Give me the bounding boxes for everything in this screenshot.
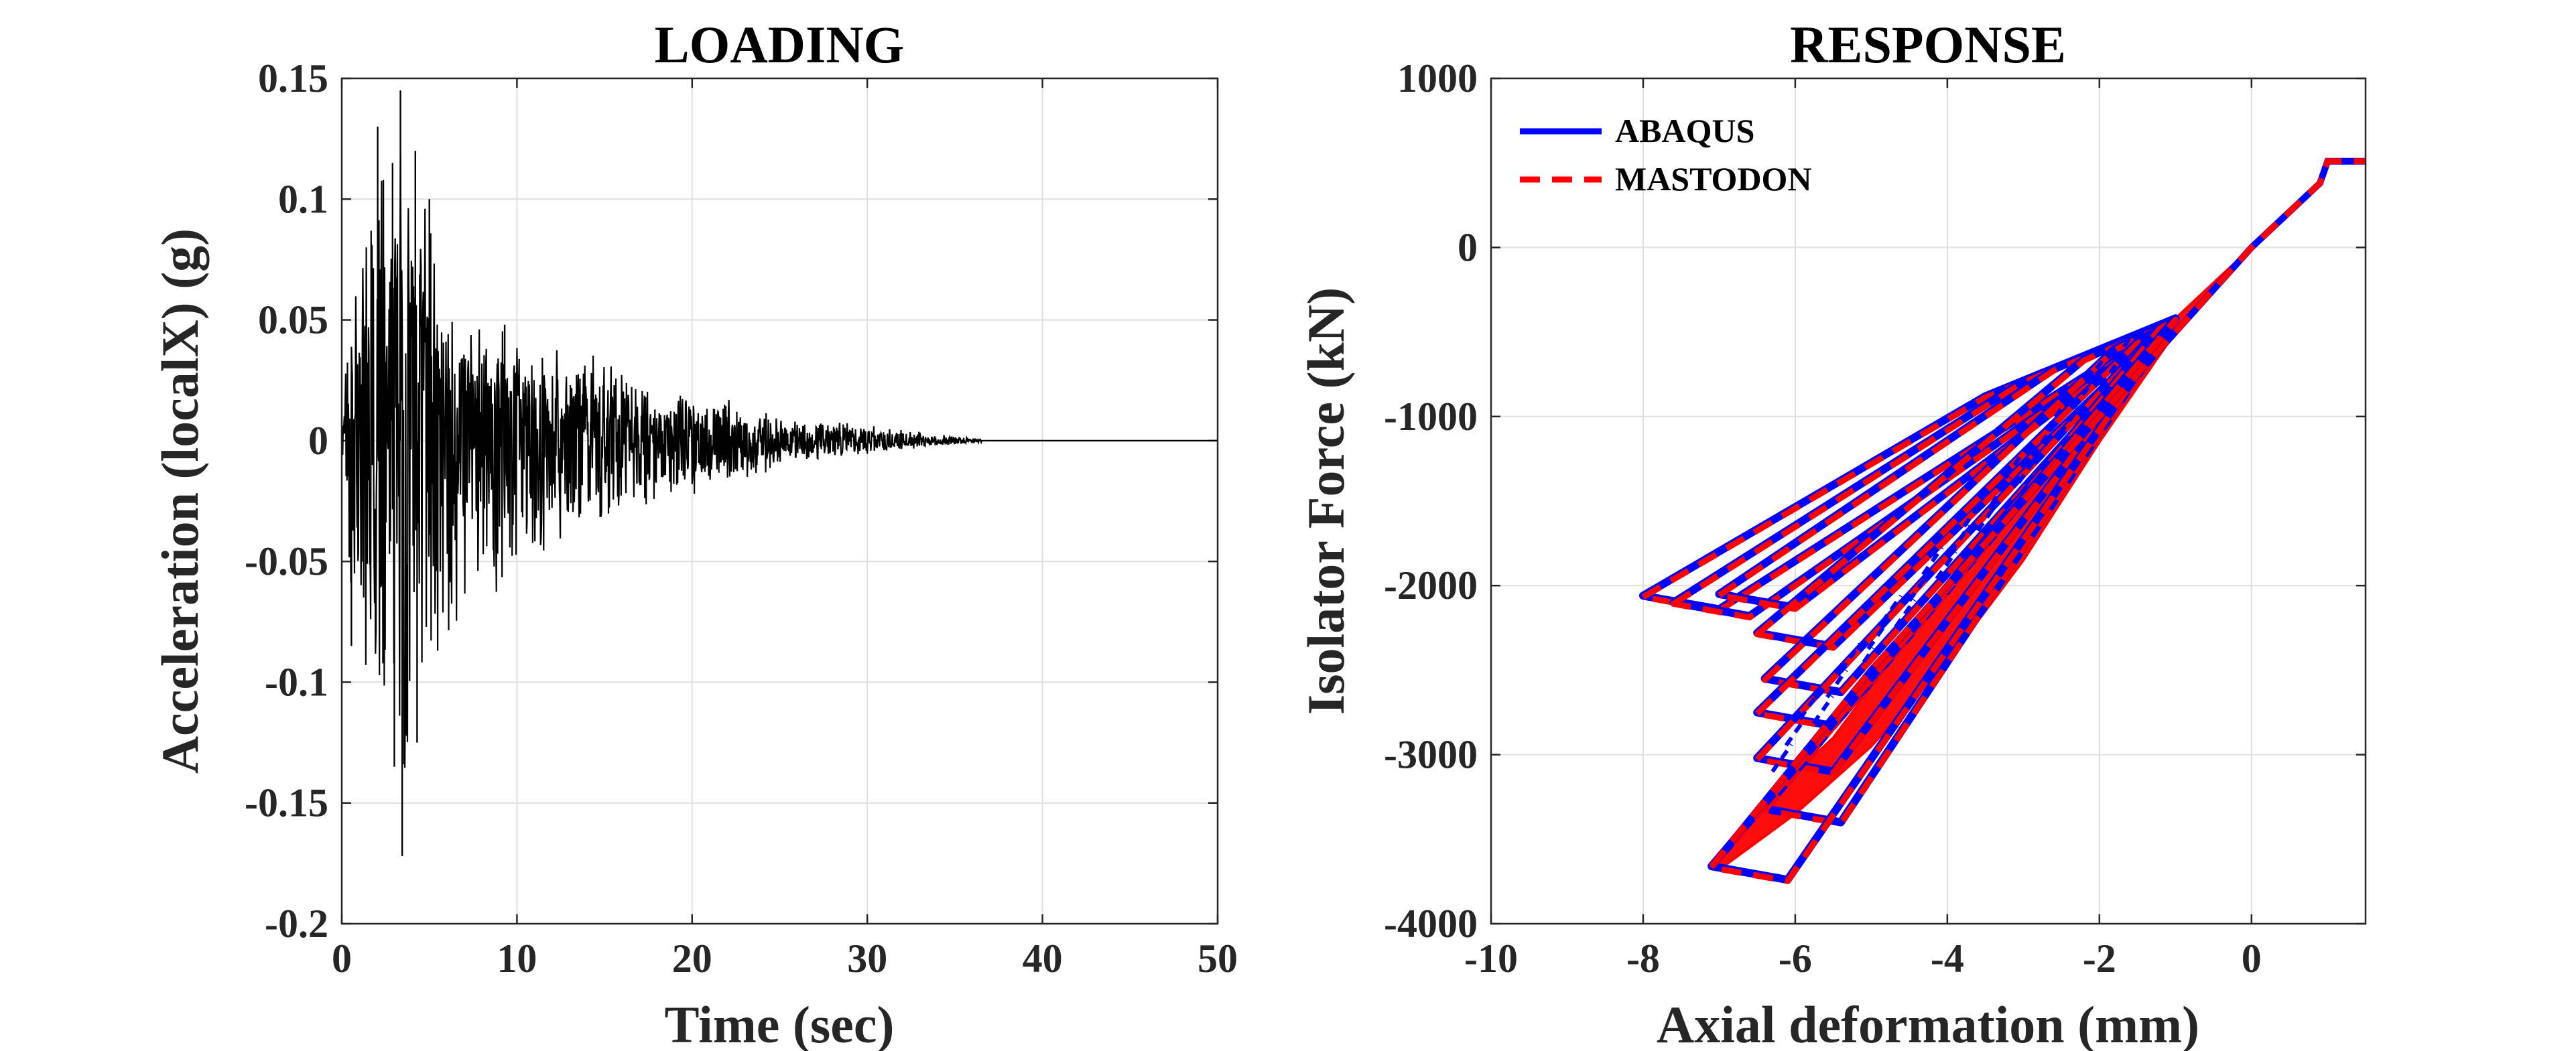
loading-x-tick-label: 0 [332, 936, 352, 981]
abaqus-inner-trace [1866, 620, 1889, 650]
abaqus-inner-trace [2085, 353, 2108, 383]
abaqus-inner-trace [2099, 358, 2122, 388]
response-x-tick-label: 0 [2242, 936, 2262, 981]
response-title: RESPONSE [1790, 15, 2066, 74]
loading-series [340, 90, 1218, 857]
loading-y-tick-label: -0.05 [245, 539, 328, 583]
loading-plot-area [342, 78, 1218, 924]
loading-title: LOADING [655, 15, 905, 74]
response-tick-labels: -10 -8 -6 -4 -2 0 -4000 -3000 -2000 -1000 0 1000 [1384, 56, 2262, 981]
abaqus-inner-trace [1894, 598, 1917, 628]
abaqus-inner-trace [1962, 498, 1985, 528]
abaqus-inner-trace [1825, 669, 1848, 699]
response-x-tick-label: -4 [1931, 936, 1964, 981]
abaqus-inner-trace [1880, 594, 1903, 624]
response-x-tick-label: -2 [2083, 936, 2116, 981]
mastodon-loop [1762, 316, 2179, 827]
mastodon-loop [1716, 316, 2179, 612]
response-y-tick-label: -3000 [1384, 733, 1478, 777]
loading-y-tick-label: 0 [308, 419, 328, 463]
mastodon-loop [1670, 316, 2179, 621]
response-axes-box [1490, 77, 2367, 925]
abaqus-inner-trace [1948, 524, 1972, 554]
loading-acceleration-line [340, 155, 1218, 768]
loading-x-tick-label: 20 [672, 936, 712, 981]
response-panel: -10 -8 -6 -4 -2 0 -4000 -3000 -2000 -1000 0 1000 RE… [1297, 15, 2367, 1051]
abaqus-inner-trace [1907, 572, 1930, 602]
abaqus-inner-trace [2031, 428, 2053, 458]
response-x-tick-label: -8 [1626, 936, 1660, 981]
response-x-tick-label: -10 [1464, 936, 1518, 981]
abaqus-inner-trace [1990, 476, 2012, 506]
loading-y-tick-label: -0.2 [265, 902, 328, 946]
loading-x-tick-label: 50 [1198, 936, 1238, 981]
loading-y-tick-label: 0.05 [258, 298, 328, 342]
abaqus-inner-trace [2071, 380, 2095, 409]
abaqus-inner-trace [2113, 332, 2136, 361]
mastodon-loop [1754, 316, 2179, 776]
response-x-axis-label: Axial deformation (mm) [1657, 995, 2199, 1051]
loading-y-tick-label: 0.15 [258, 56, 328, 100]
abaqus-inner-trace [1852, 646, 1876, 677]
loading-x-axis-label: Time (sec) [665, 995, 895, 1051]
loading-panel: 0 10 20 30 40 50 -0.2 -0.15 -0.1 -0.05 0 0.05 0.1 0.1… [151, 15, 1238, 1051]
loading-y-tick-label: -0.1 [265, 660, 328, 704]
mastodon-backbone [1709, 158, 2366, 869]
response-series [1638, 157, 2366, 884]
abaqus-inner-trace [2017, 454, 2040, 484]
loading-y-tick-label: 0.1 [278, 177, 328, 221]
abaqus-inner-trace [2003, 449, 2026, 480]
loading-tick-labels: 0 10 20 30 40 50 -0.2 -0.15 -0.1 -0.05 0 0.05 0.1 0.1… [245, 56, 1238, 981]
legend-mastodon-label: MASTODON [1615, 160, 1812, 198]
abaqus-inner-trace [2044, 401, 2067, 431]
abaqus-inner-trace [2058, 406, 2081, 436]
abaqus-inner-trace [1976, 502, 1999, 532]
loading-axes-box [340, 77, 1219, 925]
loading-x-tick-label: 30 [847, 936, 887, 981]
loading-x-tick-label: 40 [1023, 936, 1063, 981]
loading-y-tick-label: -0.15 [245, 781, 328, 825]
abaqus-inner-trace [1798, 691, 1821, 721]
response-y-axis-label: Isolator Force (kN) [1297, 287, 1355, 715]
abaqus-inner-trace [1935, 550, 1957, 580]
abaqus-inner-trace [1839, 642, 1862, 673]
response-y-tick-label: -4000 [1384, 902, 1478, 946]
loading-y-axis-label: Acceleration (localX) (g) [151, 228, 209, 774]
legend-abaqus-label: ABAQUS [1615, 112, 1754, 149]
response-plot-area [1491, 78, 2366, 924]
response-legend: ABAQUS MASTODON [1520, 112, 1812, 198]
response-y-tick-label: 1000 [1397, 56, 1478, 100]
abaqus-inner-trace [1770, 743, 1793, 773]
abaqus-inner-trace [1811, 695, 1834, 725]
response-x-tick-label: -6 [1779, 936, 1812, 981]
response-y-tick-label: -1000 [1384, 395, 1478, 439]
abaqus-inner-trace [1921, 546, 1944, 576]
mastodon-loop [1754, 316, 2179, 731]
loading-x-tick-label: 10 [497, 936, 537, 981]
abaqus-inner-trace [1784, 717, 1807, 747]
response-y-tick-label: 0 [1458, 225, 1478, 269]
response-y-tick-label: -2000 [1384, 563, 1478, 608]
